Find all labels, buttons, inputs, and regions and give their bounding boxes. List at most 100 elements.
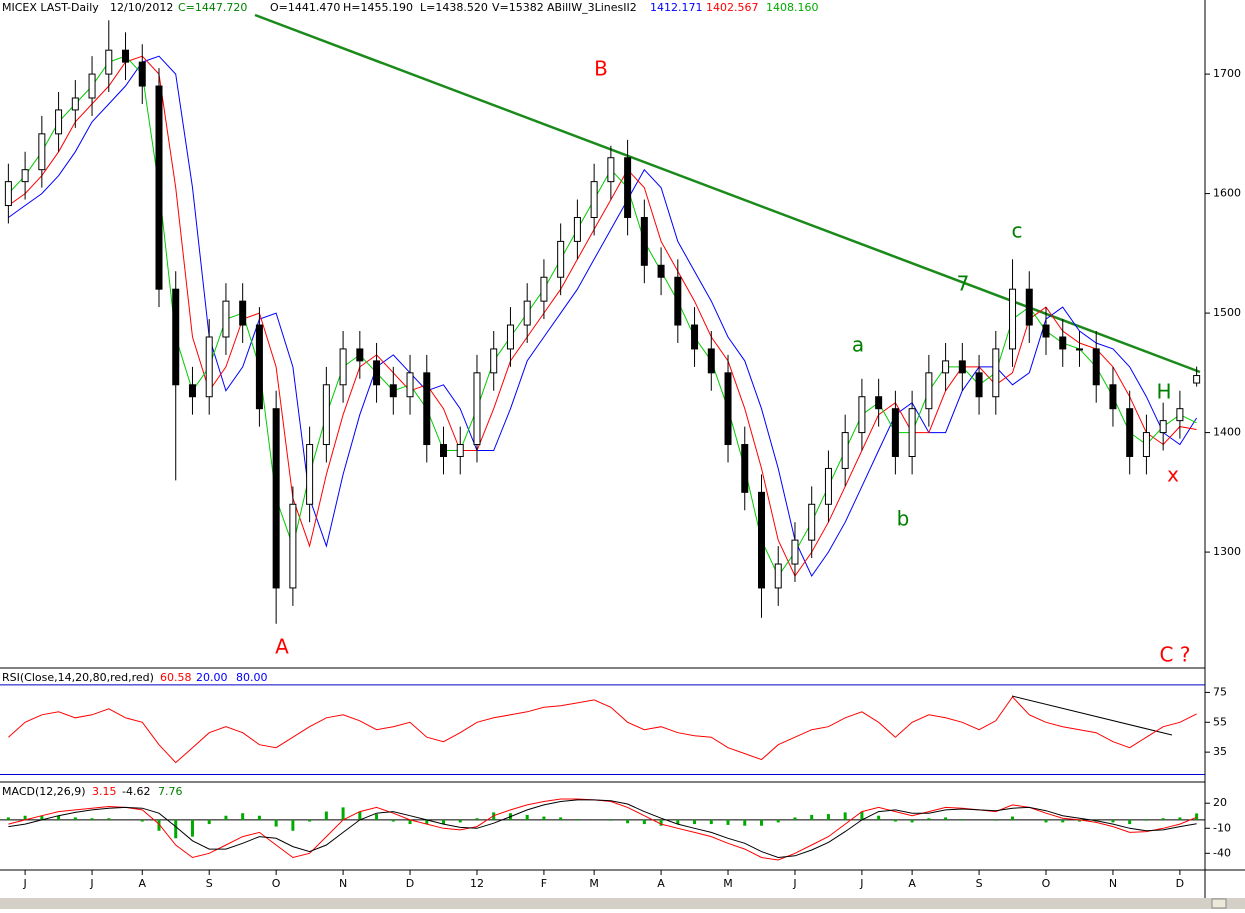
candle-body [356, 348, 364, 362]
histogram-bar [944, 817, 948, 820]
x-tick-label: D [406, 877, 414, 890]
histogram-bar [358, 811, 362, 820]
histogram-bar [291, 819, 295, 831]
candle-body [1159, 420, 1167, 434]
histogram-bar [6, 817, 10, 820]
histogram-bar [542, 816, 546, 820]
candle-body [172, 288, 180, 386]
histogram-bar [40, 815, 44, 820]
candle-body [523, 300, 531, 326]
y-tick-label: -10 [1213, 821, 1231, 834]
candle-body [490, 348, 498, 374]
scroll-thumb[interactable] [1211, 898, 1227, 909]
header-text: 1408.160 [766, 1, 819, 14]
histogram-bar [1178, 817, 1182, 820]
x-tick-label: O [1042, 877, 1051, 890]
candle-body [1042, 324, 1050, 338]
header-text: MICEX LAST-Daily [2, 1, 99, 14]
candle-body [239, 300, 247, 326]
histogram-bar [994, 819, 998, 821]
candle-body [456, 444, 464, 457]
candle-body [155, 85, 163, 290]
histogram-bar [1195, 813, 1199, 820]
x-tick-label: J [22, 877, 26, 890]
candle-body [473, 372, 481, 446]
candle-body [1075, 348, 1083, 351]
header-text: MACD(12,26,9) [2, 785, 86, 798]
scrollbar[interactable] [0, 898, 1245, 909]
histogram-bar [274, 819, 278, 827]
y-tick-label: 35 [1213, 745, 1227, 758]
histogram-bar [308, 819, 312, 822]
candle-body [423, 372, 431, 446]
header-text: 7.76 [158, 785, 183, 798]
histogram-bar [224, 815, 228, 820]
x-tick-label: J [89, 877, 93, 890]
x-tick-label: A [657, 877, 665, 890]
histogram-bar [107, 818, 111, 820]
histogram-bar [90, 818, 94, 820]
candle-body [506, 324, 514, 350]
candle-body [1142, 432, 1150, 457]
candle-body [624, 157, 632, 218]
y-tick-label: 55 [1213, 715, 1227, 728]
candle-body [640, 216, 648, 266]
header-text: 1412.171 [650, 1, 703, 14]
candle-body [339, 348, 347, 386]
candle-body [272, 408, 280, 589]
header-text: 12/10/2012 [110, 1, 173, 14]
histogram-bar [341, 807, 345, 820]
header-text: RSI(Close,14,20,80,red,red) [2, 671, 154, 684]
candle-body [406, 372, 414, 398]
histogram-bar [759, 819, 763, 826]
x-tick-label: N [339, 877, 347, 890]
x-tick-label: F [541, 877, 547, 890]
x-tick-label: A [138, 877, 146, 890]
candle-body [105, 49, 113, 75]
histogram-bar [843, 812, 847, 820]
histogram-bar [826, 814, 830, 820]
annotation: B [594, 57, 608, 81]
annotation: x [1167, 463, 1179, 487]
candle-body [707, 348, 715, 374]
candle-body [691, 324, 699, 350]
x-tick-label: M [589, 877, 599, 890]
y-tick-label: 1300 [1213, 545, 1241, 558]
candle-body [4, 181, 12, 207]
candle-body [841, 432, 849, 469]
histogram-bar [241, 813, 245, 820]
candle-body [55, 109, 63, 135]
candle-body [222, 300, 230, 338]
candle-body [975, 372, 983, 398]
histogram-bar [776, 819, 780, 823]
header-text: 80.00 [236, 671, 268, 684]
candle-body [71, 97, 79, 111]
header-text: 20.00 [196, 671, 228, 684]
histogram-bar [458, 819, 462, 823]
histogram-bar [1111, 819, 1115, 823]
candle-body [1176, 408, 1184, 422]
histogram-bar [793, 817, 797, 820]
histogram-bar [1011, 816, 1015, 820]
candle-body [373, 360, 381, 386]
x-tick-label: N [1109, 877, 1117, 890]
candle-body [925, 372, 933, 410]
header-text: 3.15 [92, 785, 117, 798]
x-tick-label: J [859, 877, 863, 890]
histogram-bar [927, 818, 931, 820]
candle-body [138, 61, 146, 87]
candle-body [1009, 288, 1017, 350]
histogram-bar [475, 818, 479, 820]
candle-body [908, 408, 916, 457]
histogram-bar [207, 819, 211, 825]
y-tick-label: 75 [1213, 685, 1227, 698]
candle-body [289, 503, 297, 589]
x-tick-label: M [723, 877, 733, 890]
candle-body [590, 181, 598, 218]
histogram-bar [893, 819, 897, 822]
annotation: c [1012, 219, 1023, 243]
candle-body [808, 503, 816, 541]
candle-body [674, 276, 682, 326]
header-text: V=15382 [492, 1, 544, 14]
histogram-bar [190, 819, 194, 837]
